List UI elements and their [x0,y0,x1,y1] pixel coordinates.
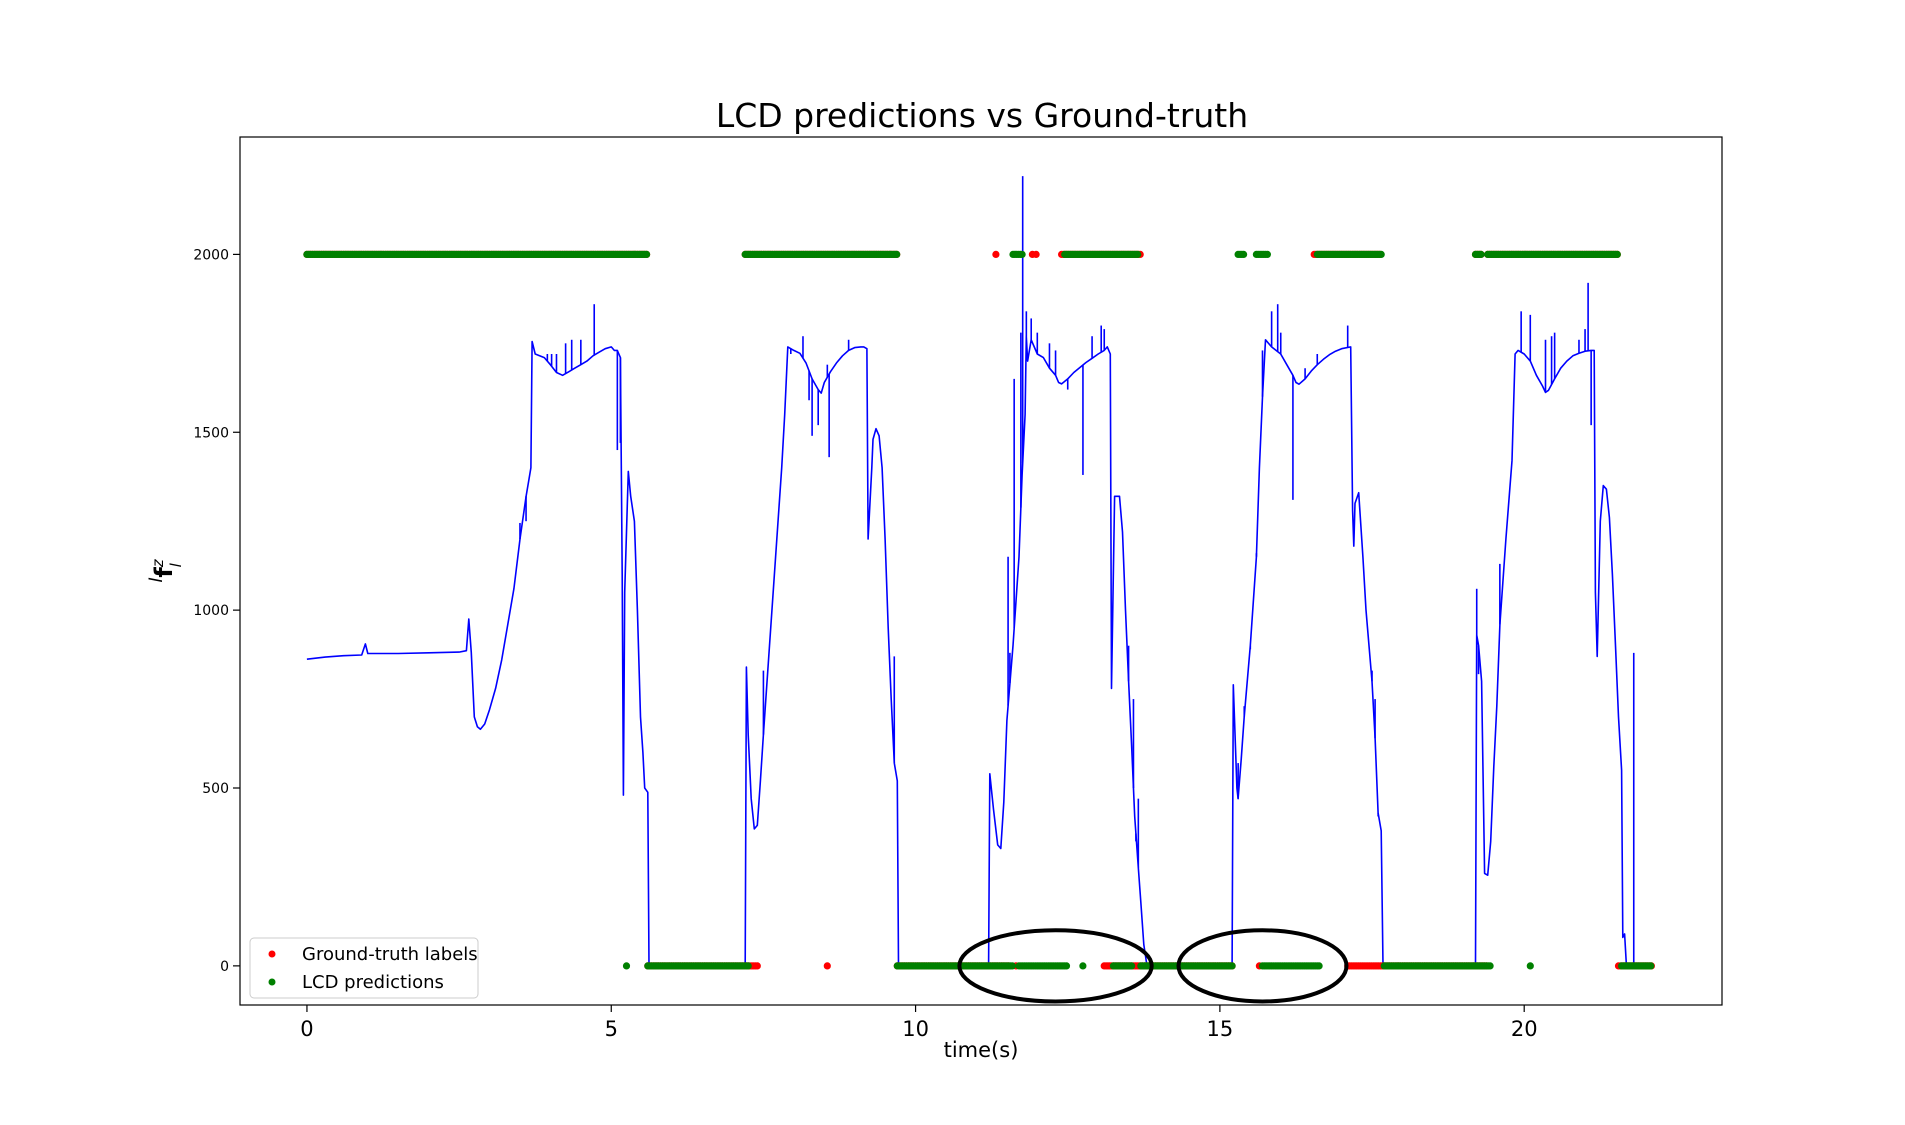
lcd-prediction-point [1477,250,1485,258]
x-tick-label: 10 [902,1017,929,1041]
lcd-prediction-point [1263,250,1271,258]
x-tick-label: 20 [1511,1017,1538,1041]
lcd-prediction-point [1128,962,1136,970]
y-label-main: f [150,567,178,578]
lcd-prediction-point [1079,962,1087,970]
legend-label-ground-truth: Ground-truth labels [302,944,478,965]
plot-frame [239,136,1723,1006]
legend-label-lcd: LCD predictions [302,972,444,993]
ground-truth-point [753,962,761,970]
y-label-left: l [146,578,167,583]
ground-truth-point [992,250,1000,258]
y-tick-label: 500 [202,781,229,797]
lcd-prediction-point [643,250,651,258]
lcd-prediction-point [1008,962,1016,970]
legend-marker-lcd [268,978,276,986]
y-tick-label: 0 [220,959,229,975]
ground-truth-point [1032,250,1040,258]
highlight-ellipse-1 [957,928,1154,1004]
legend: Ground-truth labels LCD predictions [249,937,479,999]
x-axis-label: time(s) [944,1038,1019,1062]
ground-truth-point [823,962,831,970]
lcd-prediction-point [1526,962,1534,970]
svg-text:lfzl: lfzl [146,558,186,582]
lcd-prediction-point [893,250,901,258]
plot-area [303,176,1655,1004]
highlight-ellipse-2 [1176,928,1349,1004]
lcd-prediction-point [622,962,631,970]
y-tick-label: 1500 [193,425,229,441]
series-line-force [306,335,1652,966]
y-label-sup: z [149,558,167,568]
y-label-sub: l [167,562,185,567]
legend-box [249,937,479,999]
y-axis-label: lfzl [146,558,186,582]
x-tick-label: 5 [605,1017,618,1041]
lcd-prediction-point [1134,250,1142,258]
lcd-prediction-point [1315,962,1323,970]
lcd-prediction-point [1018,250,1026,258]
lcd-prediction-point [744,962,752,970]
lcd-prediction-point [1647,962,1655,970]
y-axis: 0 500 1000 1500 2000 [193,247,240,975]
y-tick-label: 1000 [193,603,229,619]
lcd-prediction-point [1613,250,1621,258]
lcd-prediction-point [1240,250,1248,258]
x-tick-label: 15 [1207,1017,1234,1041]
x-axis: 0 5 10 15 20 [300,1005,1538,1041]
chart-title: LCD predictions vs Ground-truth [716,96,1248,135]
y-tick-label: 2000 [193,247,229,263]
legend-marker-ground-truth [268,950,276,958]
lcd-prediction-point [1062,962,1071,970]
x-tick-label: 0 [300,1017,313,1041]
lcd-prediction-point [1486,962,1494,970]
lcd-prediction-point [1377,250,1385,258]
lcd-prediction-point [1228,962,1236,970]
